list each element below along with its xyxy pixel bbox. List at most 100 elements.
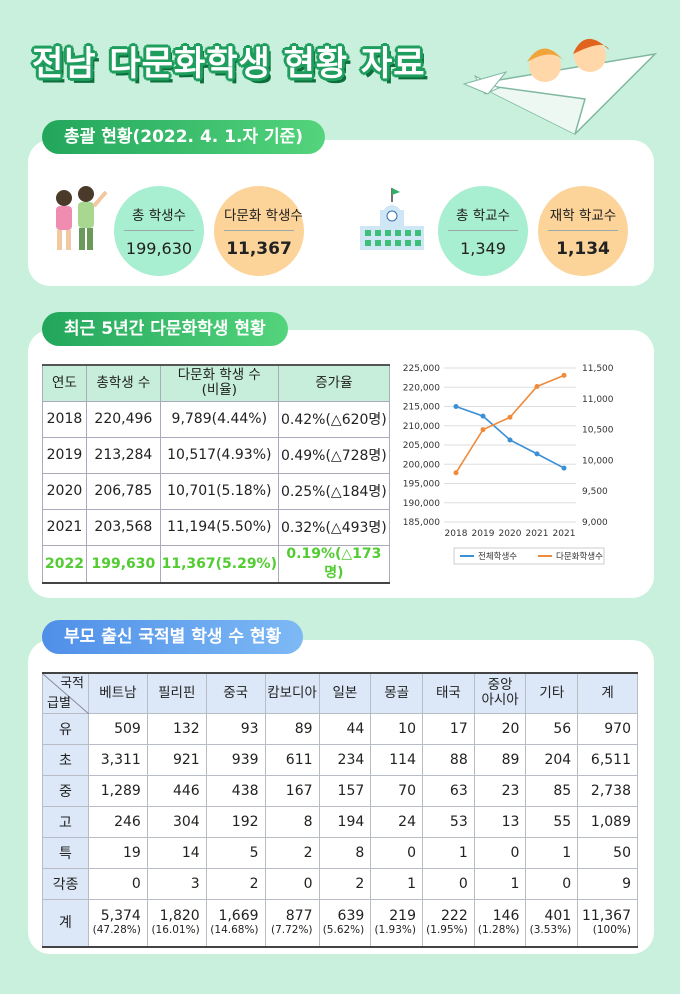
total-percent: (47.28%) bbox=[92, 923, 141, 936]
nationality-cell: 3 bbox=[146, 867, 207, 900]
y-left-tick-label: 195,000 bbox=[403, 480, 440, 490]
series-line-1 bbox=[455, 374, 565, 474]
trend-cell: 213,284 bbox=[85, 436, 161, 474]
nationality-cell: 88 bbox=[422, 743, 475, 776]
nationality-cell: 6,511 bbox=[577, 743, 638, 776]
nationality-cell: 2 bbox=[318, 867, 372, 900]
nationality-row: 초 3,311 921 939 611 234 114 88 89 204 6,511 bbox=[42, 743, 638, 776]
total-cell: 222 (1.95%) bbox=[422, 898, 475, 948]
multicultural-students-label: 다문화 학생수 bbox=[224, 204, 303, 231]
nationality-total-row: 계 5,374 (47.28%) 1,820 (16.01%) 1,669 (14.68%)… bbox=[42, 898, 638, 948]
nationality-cell: 194 bbox=[318, 805, 372, 838]
nationality-cell: 0 bbox=[525, 867, 579, 900]
trend-table-header: 연도 총학생 수 다문화 학생 수 (비율) 증가율 bbox=[42, 364, 391, 402]
level-cell: 중 bbox=[42, 774, 89, 807]
multicultural-students-circle: 다문화 학생수 11,367 bbox=[214, 186, 304, 276]
trend-cell: 2020 bbox=[42, 472, 87, 510]
nationality-header-4: 일본 bbox=[318, 672, 372, 714]
x-tick-label: 2021 bbox=[553, 529, 576, 539]
nationality-cell: 0 bbox=[370, 836, 423, 869]
nationality-cell: 2 bbox=[264, 836, 320, 869]
trend-cell: 2022 bbox=[42, 544, 87, 583]
nationality-cell: 3,311 bbox=[88, 743, 148, 776]
nationality-header-2: 중국 bbox=[205, 672, 266, 714]
nationality-header-5: 몽골 bbox=[370, 672, 423, 714]
nationality-cell: 509 bbox=[88, 712, 148, 745]
trend-header-3: 증가율 bbox=[277, 364, 391, 402]
trend-cell: 2019 bbox=[42, 436, 87, 474]
nationality-header-3: 캄보디아 bbox=[264, 672, 320, 714]
trend-cell: 2021 bbox=[42, 508, 87, 546]
trend-table: 연도 총학생 수 다문화 학생 수 (비율) 증가율 2018 220,496 9,789… bbox=[42, 364, 391, 584]
nationality-cell: 53 bbox=[422, 805, 475, 838]
small-paper-plane-icon bbox=[462, 71, 508, 95]
nationality-cell: 246 bbox=[88, 805, 148, 838]
trend-cell: 9,789(4.44%) bbox=[159, 400, 279, 438]
nationality-cell: 89 bbox=[264, 712, 320, 745]
nationality-header-0: 베트남 bbox=[88, 672, 148, 714]
nationality-cell: 304 bbox=[146, 805, 207, 838]
total-schools-circle: 총 학교수 1,349 bbox=[438, 186, 528, 276]
nationality-cell: 167 bbox=[264, 774, 320, 807]
trend-cell: 0.32%(△493명) bbox=[277, 508, 391, 546]
nationality-cell: 2,738 bbox=[577, 774, 638, 807]
nationality-cell: 85 bbox=[525, 774, 579, 807]
series-point bbox=[534, 383, 540, 389]
legend-label: 전체학생수 bbox=[478, 551, 517, 562]
nationality-cell: 1 bbox=[473, 867, 527, 900]
y-left-tick-label: 210,000 bbox=[403, 422, 440, 432]
trend-cell: 11,194(5.50%) bbox=[159, 508, 279, 546]
nationality-cell: 438 bbox=[205, 774, 266, 807]
total-percent: (5.62%) bbox=[322, 923, 365, 936]
nationality-cell: 0 bbox=[264, 867, 320, 900]
nationality-cell: 13 bbox=[473, 805, 527, 838]
nationality-cell: 970 bbox=[577, 712, 638, 745]
series-point bbox=[507, 437, 513, 443]
y-left-tick-label: 225,000 bbox=[403, 364, 440, 374]
y-left-tick-label: 205,000 bbox=[403, 441, 440, 451]
total-cell: 1,669 (14.68%) bbox=[205, 898, 266, 948]
nationality-header-9: 계 bbox=[577, 672, 638, 714]
x-tick-label: 2019 bbox=[472, 529, 495, 539]
total-students-circle: 총 학생수 199,630 bbox=[114, 186, 204, 276]
nationality-cell: 0 bbox=[422, 867, 475, 900]
total-percent: (14.68%) bbox=[210, 923, 259, 936]
nationality-cell: 19 bbox=[88, 836, 148, 869]
nationality-cell: 1,089 bbox=[577, 805, 638, 838]
y-left-tick-label: 200,000 bbox=[403, 460, 440, 470]
nationality-cell: 89 bbox=[473, 743, 527, 776]
x-tick-label: 2018 bbox=[445, 529, 468, 539]
nationality-cell: 5 bbox=[205, 836, 266, 869]
nationality-cell: 939 bbox=[205, 743, 266, 776]
trend-row: 2022 199,630 11,367(5.29%) 0.19%(△173명) bbox=[42, 544, 391, 583]
level-cell: 유 bbox=[42, 712, 89, 745]
total-schools-value: 1,349 bbox=[460, 239, 506, 258]
total-percent: (16.01%) bbox=[151, 923, 200, 936]
y-right-tick-label: 10,500 bbox=[582, 426, 614, 436]
enrolled-schools-label: 재학 학교수 bbox=[548, 204, 618, 231]
trend-cell: 0.25%(△184명) bbox=[277, 472, 391, 510]
total-percent: (1.28%) bbox=[477, 923, 520, 936]
corner-diagonal-line bbox=[43, 674, 89, 714]
total-value: 1,669 bbox=[218, 907, 259, 924]
trend-line-chart: 185,000 190,000 195,000 200,000 205,000 210,0… bbox=[403, 364, 614, 565]
total-schools-label: 총 학교수 bbox=[448, 204, 518, 231]
legend-box bbox=[453, 547, 605, 565]
total-value: 401 bbox=[544, 907, 572, 924]
total-value: 146 bbox=[492, 907, 520, 924]
trend-cell: 0.49%(△728명) bbox=[277, 436, 391, 474]
enrolled-schools-value: 1,134 bbox=[556, 239, 610, 259]
trend-cell: 2018 bbox=[42, 400, 87, 438]
corner-nationality-label: 국적 bbox=[60, 676, 84, 691]
total-cell: 5,374 (47.28%) bbox=[88, 898, 148, 948]
level-cell: 각종 bbox=[42, 867, 89, 900]
nationality-header-1: 필리핀 bbox=[146, 672, 207, 714]
nationality-row: 유 509 132 93 89 44 10 17 20 56 970 bbox=[42, 712, 638, 745]
total-value: 5,374 bbox=[100, 907, 141, 924]
trend-cell: 10,517(4.93%) bbox=[159, 436, 279, 474]
nationality-cell: 1,289 bbox=[88, 774, 148, 807]
nationality-cell: 1 bbox=[422, 836, 475, 869]
level-cell: 초 bbox=[42, 743, 89, 776]
trend-row: 2019 213,284 10,517(4.93%) 0.49%(△728명) bbox=[42, 436, 391, 474]
y-right-tick-label: 9,000 bbox=[582, 518, 608, 528]
